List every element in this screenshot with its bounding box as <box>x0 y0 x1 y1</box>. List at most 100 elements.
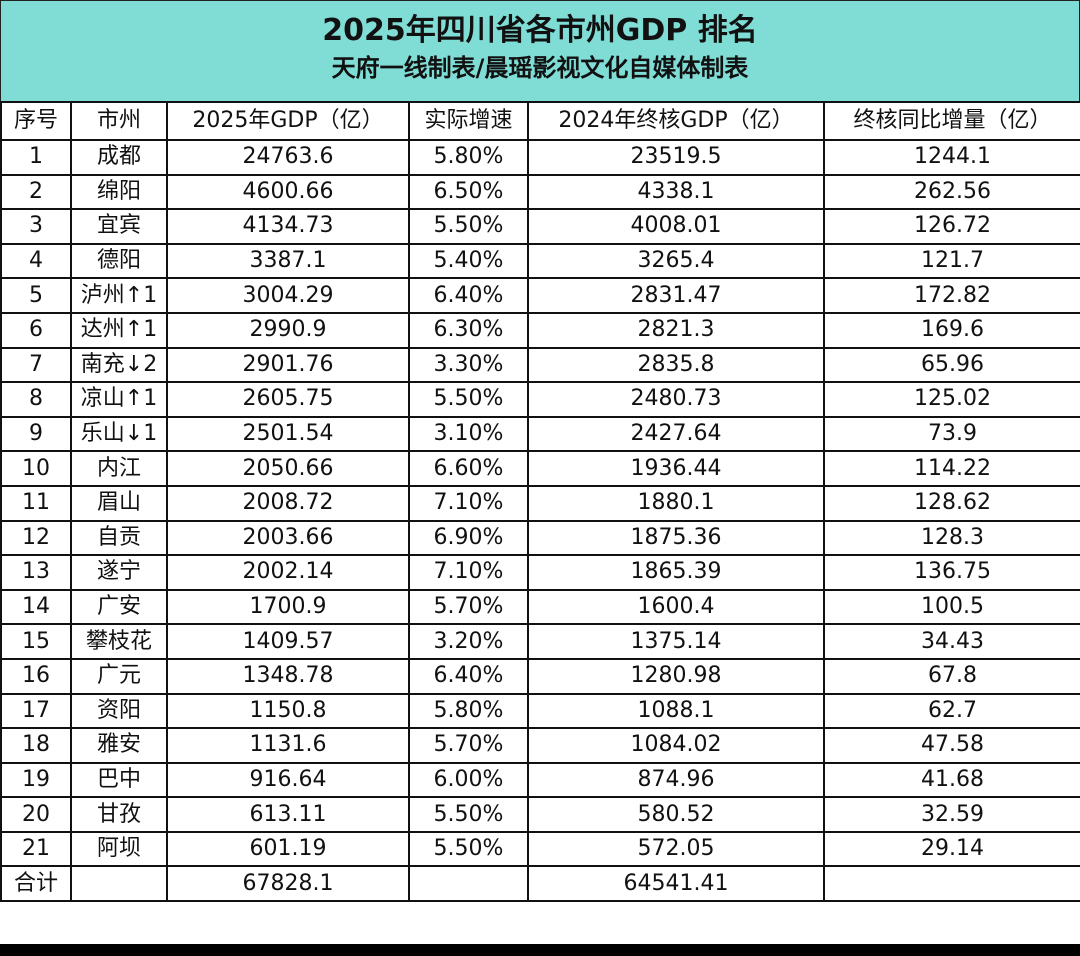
cell-city: 资阳 <box>70 692 168 730</box>
table-row: 19 巴中 916.64 6.00% 874.96 41.68 <box>0 761 1080 799</box>
cell-gdp-2025: 3387.1 <box>166 242 410 280</box>
cell-rank: 10 <box>0 450 72 487</box>
table-row: 21 阿坝 601.19 5.50% 572.05 29.14 <box>0 830 1080 868</box>
table-row: 5 泸州↑1 3004.29 6.40% 2831.47 172.82 <box>0 277 1080 314</box>
total-city <box>70 865 168 903</box>
table-row: 6 达州↑1 2990.9 6.30% 2821.3 169.6 <box>0 311 1080 349</box>
cell-city: 阿坝 <box>70 830 168 868</box>
column-header-growth-rate: 实际增速 <box>408 101 529 141</box>
cell-gdp-2025: 4134.73 <box>166 208 410 245</box>
column-header-city: 市州 <box>70 101 168 141</box>
cell-gdp-2025: 1131.6 <box>166 727 410 764</box>
cell-city: 广安 <box>70 588 168 626</box>
cell-gdp-2024-final: 3265.4 <box>527 242 825 280</box>
cell-city: 眉山 <box>70 484 168 522</box>
cell-city: 南充↓2 <box>70 346 168 384</box>
cell-growth-rate: 5.50% <box>408 796 529 833</box>
cell-yoy-increase: 67.8 <box>823 657 1080 695</box>
cell-growth-rate: 6.40% <box>408 657 529 695</box>
cell-growth-rate: 7.10% <box>408 484 529 522</box>
total-gdp-2025: 67828.1 <box>166 865 410 903</box>
cell-yoy-increase: 1244.1 <box>823 139 1080 176</box>
cell-gdp-2024-final: 1280.98 <box>527 657 825 695</box>
total-gdp-2024-final: 64541.41 <box>527 865 825 903</box>
cell-rank: 17 <box>0 692 72 730</box>
table-row: 11 眉山 2008.72 7.10% 1880.1 128.62 <box>0 484 1080 522</box>
cell-gdp-2024-final: 2427.64 <box>527 415 825 453</box>
table-row: 20 甘孜 613.11 5.50% 580.52 32.59 <box>0 796 1080 833</box>
cell-city: 遂宁 <box>70 554 168 591</box>
cell-gdp-2024-final: 4008.01 <box>527 208 825 245</box>
cell-growth-rate: 6.60% <box>408 450 529 487</box>
cell-city: 成都 <box>70 139 168 176</box>
table-row: 9 乐山↓1 2501.54 3.10% 2427.64 73.9 <box>0 415 1080 453</box>
cell-yoy-increase: 65.96 <box>823 346 1080 384</box>
cell-yoy-increase: 126.72 <box>823 208 1080 245</box>
cell-yoy-increase: 172.82 <box>823 277 1080 314</box>
cell-city: 德阳 <box>70 242 168 280</box>
cell-gdp-2024-final: 2835.8 <box>527 346 825 384</box>
cell-gdp-2024-final: 2480.73 <box>527 381 825 418</box>
cell-yoy-increase: 100.5 <box>823 588 1080 626</box>
cell-yoy-increase: 73.9 <box>823 415 1080 453</box>
cell-yoy-increase: 114.22 <box>823 450 1080 487</box>
cell-yoy-increase: 47.58 <box>823 727 1080 764</box>
column-header-row: 序号 市州 2025年GDP（亿） 实际增速 2024年终核GDP（亿） 终核同比增量（亿… <box>0 101 1080 141</box>
cell-gdp-2025: 1150.8 <box>166 692 410 730</box>
cell-rank: 12 <box>0 519 72 557</box>
cell-gdp-2024-final: 2831.47 <box>527 277 825 314</box>
cell-gdp-2025: 3004.29 <box>166 277 410 314</box>
cell-gdp-2025: 601.19 <box>166 830 410 868</box>
cell-city: 巴中 <box>70 761 168 799</box>
cell-gdp-2024-final: 1375.14 <box>527 623 825 660</box>
cell-rank: 21 <box>0 830 72 868</box>
cell-rank: 3 <box>0 208 72 245</box>
cell-gdp-2025: 24763.6 <box>166 139 410 176</box>
cell-growth-rate: 5.70% <box>408 588 529 626</box>
cell-gdp-2025: 4600.66 <box>166 173 410 211</box>
cell-city: 绵阳 <box>70 173 168 211</box>
cell-gdp-2024-final: 1936.44 <box>527 450 825 487</box>
cell-growth-rate: 6.30% <box>408 311 529 349</box>
table-row: 16 广元 1348.78 6.40% 1280.98 67.8 <box>0 657 1080 695</box>
cell-yoy-increase: 29.14 <box>823 830 1080 868</box>
cell-growth-rate: 6.50% <box>408 173 529 211</box>
table-row: 4 德阳 3387.1 5.40% 3265.4 121.7 <box>0 242 1080 280</box>
cell-city: 泸州↑1 <box>70 277 168 314</box>
gdp-table: 序号 市州 2025年GDP（亿） 实际增速 2024年终核GDP（亿） 终核同比增量（亿… <box>0 101 1080 903</box>
cell-rank: 13 <box>0 554 72 591</box>
column-header-yoy-increase: 终核同比增量（亿） <box>823 101 1080 141</box>
cell-gdp-2025: 1348.78 <box>166 657 410 695</box>
cell-gdp-2025: 613.11 <box>166 796 410 833</box>
cell-rank: 6 <box>0 311 72 349</box>
cell-gdp-2025: 2901.76 <box>166 346 410 384</box>
cell-gdp-2025: 2501.54 <box>166 415 410 453</box>
cell-yoy-increase: 125.02 <box>823 381 1080 418</box>
cell-city: 攀枝花 <box>70 623 168 660</box>
cell-gdp-2025: 2050.66 <box>166 450 410 487</box>
cell-gdp-2024-final: 572.05 <box>527 830 825 868</box>
cell-yoy-increase: 121.7 <box>823 242 1080 280</box>
table-row: 18 雅安 1131.6 5.70% 1084.02 47.58 <box>0 727 1080 764</box>
page-subtitle: 天府一线制表/晨瑶影视文化自媒体制表 <box>331 54 749 82</box>
cell-yoy-increase: 136.75 <box>823 554 1080 591</box>
cell-gdp-2024-final: 580.52 <box>527 796 825 833</box>
cell-city: 甘孜 <box>70 796 168 833</box>
total-row: 合计 67828.1 64541.41 <box>0 865 1080 903</box>
cell-growth-rate: 7.10% <box>408 554 529 591</box>
column-header-gdp-2025: 2025年GDP（亿） <box>166 101 410 141</box>
table-header-banner: 2025年四川省各市州GDP 排名 天府一线制表/晨瑶影视文化自媒体制表 <box>0 0 1080 103</box>
cell-yoy-increase: 62.7 <box>823 692 1080 730</box>
cell-rank: 18 <box>0 727 72 764</box>
table-row: 12 自贡 2003.66 6.90% 1875.36 128.3 <box>0 519 1080 557</box>
cell-rank: 20 <box>0 796 72 833</box>
cell-rank: 9 <box>0 415 72 453</box>
cell-rank: 19 <box>0 761 72 799</box>
table-row: 8 凉山↑1 2605.75 5.50% 2480.73 125.02 <box>0 381 1080 418</box>
cell-city: 自贡 <box>70 519 168 557</box>
cell-rank: 7 <box>0 346 72 384</box>
cell-gdp-2025: 1409.57 <box>166 623 410 660</box>
cell-gdp-2025: 2002.14 <box>166 554 410 591</box>
cell-growth-rate: 6.00% <box>408 761 529 799</box>
total-yoy-increase <box>823 865 1080 903</box>
